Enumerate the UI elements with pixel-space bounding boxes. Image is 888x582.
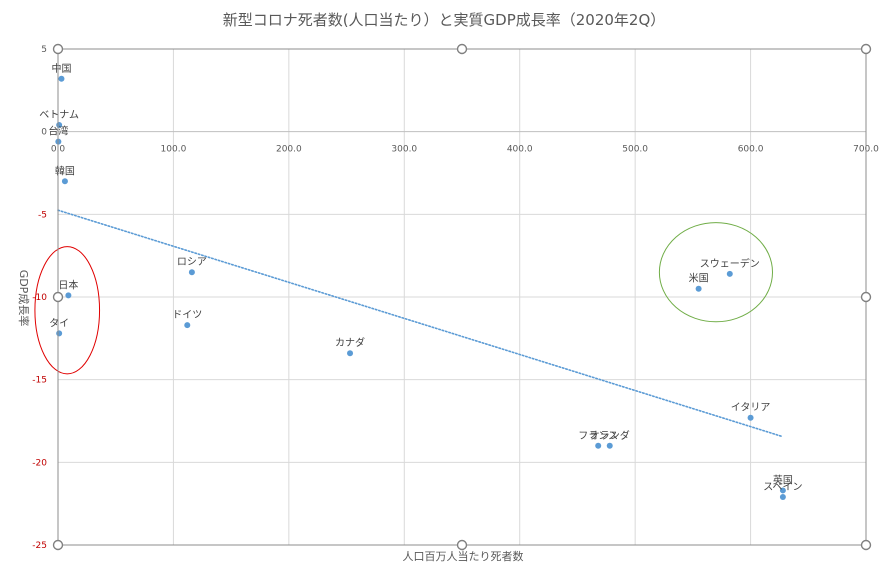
trendline bbox=[57, 209, 784, 438]
x-axis-title: 人口百万人当たり死者数 bbox=[403, 549, 524, 563]
axes: 50-5-10-15-20-250.0 100.0 200.0 300.0 400.0 5… bbox=[32, 45, 879, 551]
resize-handle[interactable] bbox=[860, 291, 872, 303]
data-point bbox=[61, 178, 68, 185]
data-label: イタリア bbox=[731, 402, 771, 414]
data-label: 英国 bbox=[773, 473, 793, 486]
data-label: オランダ bbox=[590, 429, 630, 442]
x-tick-label: 600.0 bbox=[738, 145, 764, 155]
data-point bbox=[58, 75, 65, 82]
x-tick-label: 500.0 bbox=[622, 145, 648, 155]
data-label: タイ bbox=[49, 317, 69, 329]
highlight-ellipse bbox=[658, 222, 774, 323]
gridlines bbox=[58, 48, 867, 546]
y-tick-label: -5 bbox=[38, 210, 47, 220]
data-label: ベトナム bbox=[39, 109, 79, 121]
data-point bbox=[347, 350, 354, 357]
data-label: ドイツ bbox=[172, 310, 202, 321]
annotations bbox=[34, 222, 774, 375]
y-tick-label: -20 bbox=[32, 458, 47, 468]
data-point bbox=[606, 442, 613, 449]
data-point bbox=[65, 292, 72, 299]
y-tick-label: -15 bbox=[32, 376, 47, 386]
data-label: 米国 bbox=[689, 272, 709, 285]
resize-handle[interactable] bbox=[860, 43, 872, 55]
data-label: カナダ bbox=[335, 336, 365, 349]
resize-handle[interactable] bbox=[456, 43, 468, 55]
x-tick-label: 100.0 bbox=[161, 145, 187, 155]
x-tick-label: 200.0 bbox=[276, 145, 302, 155]
data-label: ロシア bbox=[177, 257, 207, 268]
data-point bbox=[779, 487, 786, 494]
resize-handle[interactable] bbox=[52, 291, 64, 303]
data-point bbox=[779, 494, 786, 501]
chart-title: 新型コロナ死者数(人口当たり）と実質GDP成長率（2020年2Q） bbox=[223, 11, 666, 29]
data-point bbox=[747, 414, 754, 421]
y-tick-label: 0 bbox=[41, 128, 47, 138]
resize-handle[interactable] bbox=[52, 539, 64, 551]
highlight-ellipse bbox=[34, 246, 101, 375]
data-label: スペイン bbox=[763, 482, 802, 493]
chart-selection-frame[interactable] bbox=[52, 43, 872, 551]
data-point bbox=[695, 285, 702, 292]
trendline-layer bbox=[57, 209, 784, 438]
resize-handle[interactable] bbox=[860, 539, 872, 551]
x-tick-label: 300.0 bbox=[391, 145, 417, 155]
x-tick-label: 400.0 bbox=[507, 145, 533, 155]
resize-handle[interactable] bbox=[52, 43, 64, 55]
data-point bbox=[595, 442, 602, 449]
y-tick-label: -25 bbox=[32, 541, 47, 551]
data-label: フランス bbox=[578, 430, 618, 442]
data-label: 日本 bbox=[58, 278, 78, 291]
y-tick-label: -10 bbox=[32, 293, 47, 303]
data-points bbox=[55, 75, 786, 501]
y-tick-label: 5 bbox=[41, 45, 47, 55]
data-point bbox=[56, 330, 63, 337]
resize-handle[interactable] bbox=[456, 539, 468, 551]
data-point bbox=[726, 270, 733, 277]
data-labels: 中国ベトナム台湾韓国日本タイロシアドイツカナダフランスオランダ米国スウェーデンイ… bbox=[39, 62, 802, 493]
data-label: 中国 bbox=[51, 62, 71, 75]
data-label: 韓国 bbox=[55, 165, 75, 177]
data-point bbox=[188, 269, 195, 276]
data-point bbox=[184, 322, 191, 329]
y-axis-title: GDP成長率 bbox=[17, 270, 31, 327]
data-label: スウェーデン bbox=[700, 257, 760, 270]
